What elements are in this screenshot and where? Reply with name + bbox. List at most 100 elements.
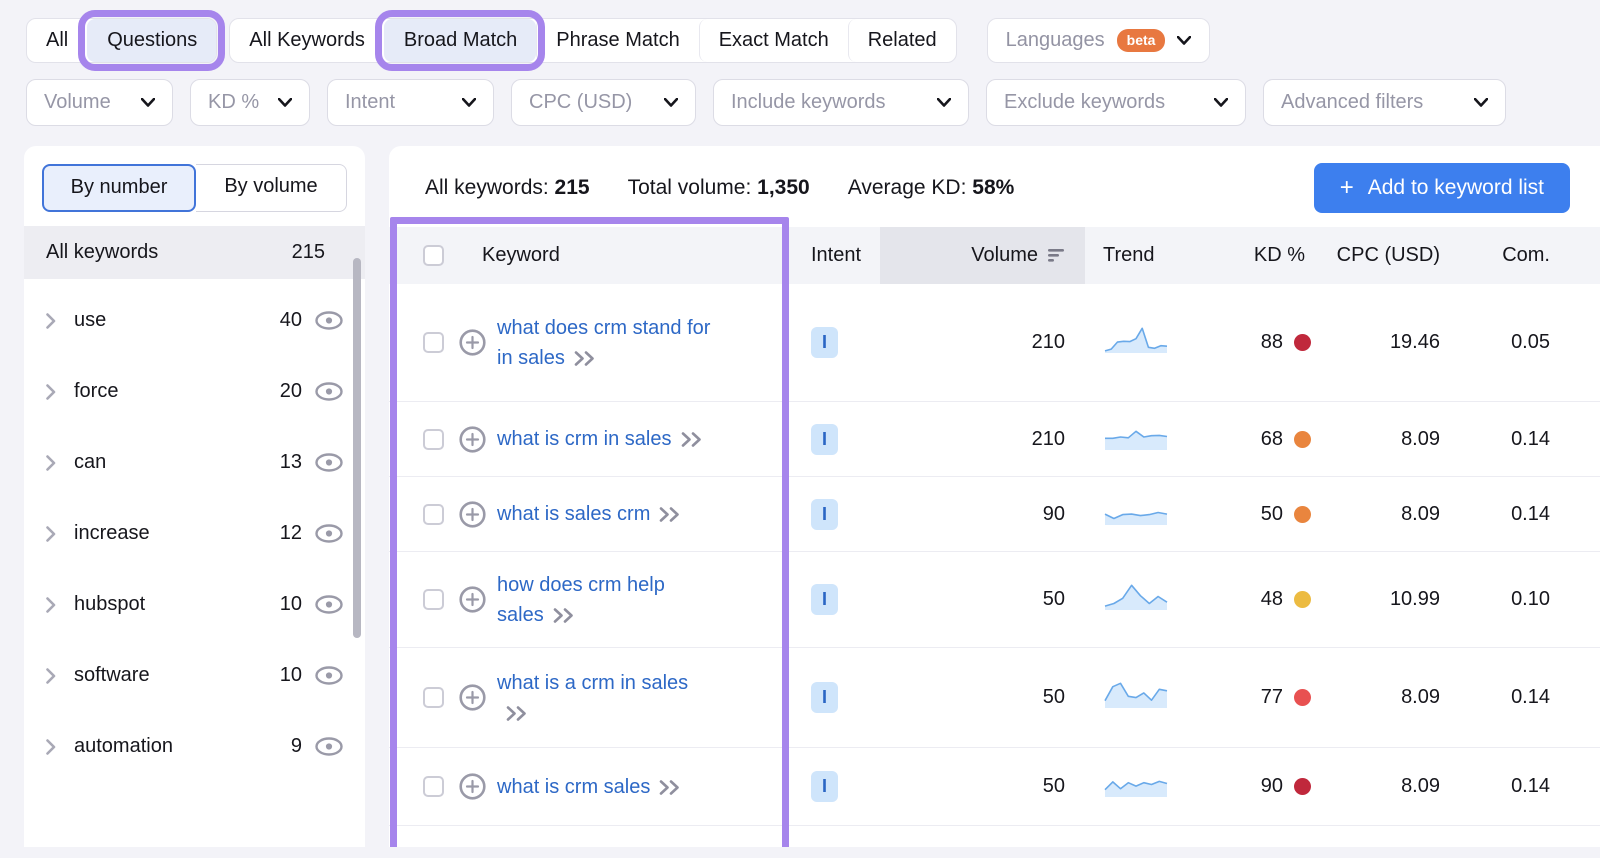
trend-sparkline xyxy=(1085,422,1215,457)
kd-difficulty-dot xyxy=(1294,778,1311,795)
column-header-trend[interactable]: Trend xyxy=(1103,244,1155,266)
tab-broad-match[interactable]: Broad Match xyxy=(374,10,546,71)
intent-badge[interactable]: I xyxy=(811,423,838,455)
table-row-partial xyxy=(389,826,1600,847)
sidebar-group-use[interactable]: use 40 xyxy=(24,285,365,356)
keyword-results-panel: All keywords: 215 Total volume: 1,350 Av… xyxy=(389,146,1600,847)
row-checkbox[interactable] xyxy=(423,589,444,610)
intent-badge[interactable]: I xyxy=(811,682,838,713)
by-number-toggle[interactable]: By number xyxy=(42,164,196,212)
sidebar-group-force[interactable]: force 20 xyxy=(24,356,365,427)
group-count: 40 xyxy=(279,309,302,331)
filter-exclude-label: Exclude keywords xyxy=(1004,91,1166,113)
tab-all[interactable]: All xyxy=(46,29,69,51)
keyword-link[interactable]: what is a crm in sales xyxy=(497,668,715,728)
keyword-link[interactable]: how does crm help sales xyxy=(497,573,665,626)
chevron-right-icon xyxy=(46,312,56,329)
row-checkbox[interactable] xyxy=(423,503,444,525)
table-row: what is sales crm I 90 50 8.09 0.14 xyxy=(389,477,1600,552)
filter-volume[interactable]: Volume xyxy=(26,79,173,126)
keyword-link[interactable]: what is crm sales xyxy=(497,772,715,802)
intent-badge[interactable]: I xyxy=(811,771,838,802)
keyword-link[interactable]: what does crm stand for in sales xyxy=(497,316,711,369)
chevron-down-icon xyxy=(462,98,476,107)
column-header-kd[interactable]: KD % xyxy=(1253,244,1305,266)
group-label: use xyxy=(74,309,107,331)
intent-badge[interactable]: I xyxy=(811,584,838,615)
select-all-checkbox[interactable] xyxy=(423,245,444,266)
column-header-com[interactable]: Com. xyxy=(1502,244,1550,266)
open-keyword-icon[interactable] xyxy=(659,507,683,522)
chevron-right-icon xyxy=(46,383,56,400)
beta-badge: beta xyxy=(1116,29,1166,52)
sidebar-group-hubspot[interactable]: hubspot 10 xyxy=(24,569,365,640)
filter-intent[interactable]: Intent xyxy=(327,79,494,126)
tab-all-keywords[interactable]: All Keywords xyxy=(249,29,365,51)
intent-badge[interactable]: I xyxy=(811,327,838,358)
cpc-value: 10.99 xyxy=(1389,588,1440,610)
group-label: increase xyxy=(74,522,150,544)
row-checkbox[interactable] xyxy=(423,776,444,797)
open-keyword-icon[interactable] xyxy=(574,350,598,366)
open-keyword-icon[interactable] xyxy=(681,432,705,447)
eye-icon[interactable] xyxy=(315,524,343,543)
column-header-keyword[interactable]: Keyword xyxy=(482,244,560,266)
open-keyword-icon[interactable] xyxy=(553,607,577,623)
sidebar-all-keywords-row[interactable]: All keywords 215 xyxy=(24,226,365,279)
sidebar-group-software[interactable]: software 10 xyxy=(24,640,365,711)
eye-icon[interactable] xyxy=(315,666,343,685)
eye-icon[interactable] xyxy=(315,382,343,401)
languages-dropdown[interactable]: Languages beta xyxy=(986,18,1211,63)
filter-kd[interactable]: KD % xyxy=(190,79,310,126)
add-keyword-icon[interactable] xyxy=(459,684,486,711)
kd-difficulty-dot xyxy=(1294,505,1311,523)
filter-advanced[interactable]: Advanced filters xyxy=(1263,79,1506,126)
group-label: hubspot xyxy=(74,593,146,615)
volume-value: 210 xyxy=(1031,427,1065,450)
filter-include-keywords[interactable]: Include keywords xyxy=(713,79,969,126)
add-keyword-icon[interactable] xyxy=(459,329,486,356)
tab-phrase-match[interactable]: Phrase Match xyxy=(536,19,698,62)
group-count: 10 xyxy=(279,593,302,615)
kd-value: 77 xyxy=(1260,686,1283,708)
eye-icon[interactable] xyxy=(315,453,343,472)
filter-exclude-keywords[interactable]: Exclude keywords xyxy=(986,79,1246,126)
sidebar-group-automation[interactable]: automation 9 xyxy=(24,711,365,782)
keyword-link[interactable]: what is crm in sales xyxy=(497,424,715,454)
tab-questions[interactable]: Questions xyxy=(78,10,226,71)
column-header-volume[interactable]: Volume xyxy=(880,227,1085,284)
row-checkbox[interactable] xyxy=(423,428,444,450)
column-header-cpc[interactable]: CPC (USD) xyxy=(1336,244,1440,266)
add-keyword-icon[interactable] xyxy=(459,773,486,800)
add-to-keyword-list-label: Add to keyword list xyxy=(1367,176,1544,199)
com-value: 0.10 xyxy=(1511,588,1550,610)
tab-exact-match[interactable]: Exact Match xyxy=(698,19,848,62)
add-keyword-icon[interactable] xyxy=(459,425,486,453)
row-checkbox[interactable] xyxy=(423,687,444,708)
question-tab-group: All Questions xyxy=(26,10,226,71)
column-header-intent[interactable]: Intent xyxy=(811,244,862,266)
keyword-link[interactable]: what is sales crm xyxy=(497,499,715,529)
open-keyword-icon[interactable] xyxy=(506,705,530,721)
row-checkbox[interactable] xyxy=(423,332,444,353)
tab-related[interactable]: Related xyxy=(847,19,956,62)
add-to-keyword-list-button[interactable]: + Add to keyword list xyxy=(1313,163,1570,213)
filter-cpc[interactable]: CPC (USD) xyxy=(511,79,696,126)
intent-badge[interactable]: I xyxy=(811,498,838,530)
eye-icon[interactable] xyxy=(315,595,343,614)
sidebar-scrollbar[interactable] xyxy=(353,258,361,638)
eye-icon[interactable] xyxy=(315,311,343,330)
open-keyword-icon[interactable] xyxy=(659,779,683,795)
by-volume-toggle[interactable]: By volume xyxy=(196,164,347,212)
sidebar-group-list: use 40 force 20 can 13 increase 12 hubspot 10 soft… xyxy=(24,279,365,788)
kd-value: 88 xyxy=(1260,331,1283,353)
kd-difficulty-dot xyxy=(1294,591,1311,608)
sidebar-group-increase[interactable]: increase 12 xyxy=(24,498,365,569)
add-keyword-icon[interactable] xyxy=(459,586,486,613)
group-label: software xyxy=(74,664,150,686)
sidebar-group-can[interactable]: can 13 xyxy=(24,427,365,498)
kd-difficulty-dot xyxy=(1294,334,1311,351)
add-keyword-icon[interactable] xyxy=(459,500,486,528)
eye-icon[interactable] xyxy=(315,737,343,756)
filter-advanced-label: Advanced filters xyxy=(1281,91,1424,113)
